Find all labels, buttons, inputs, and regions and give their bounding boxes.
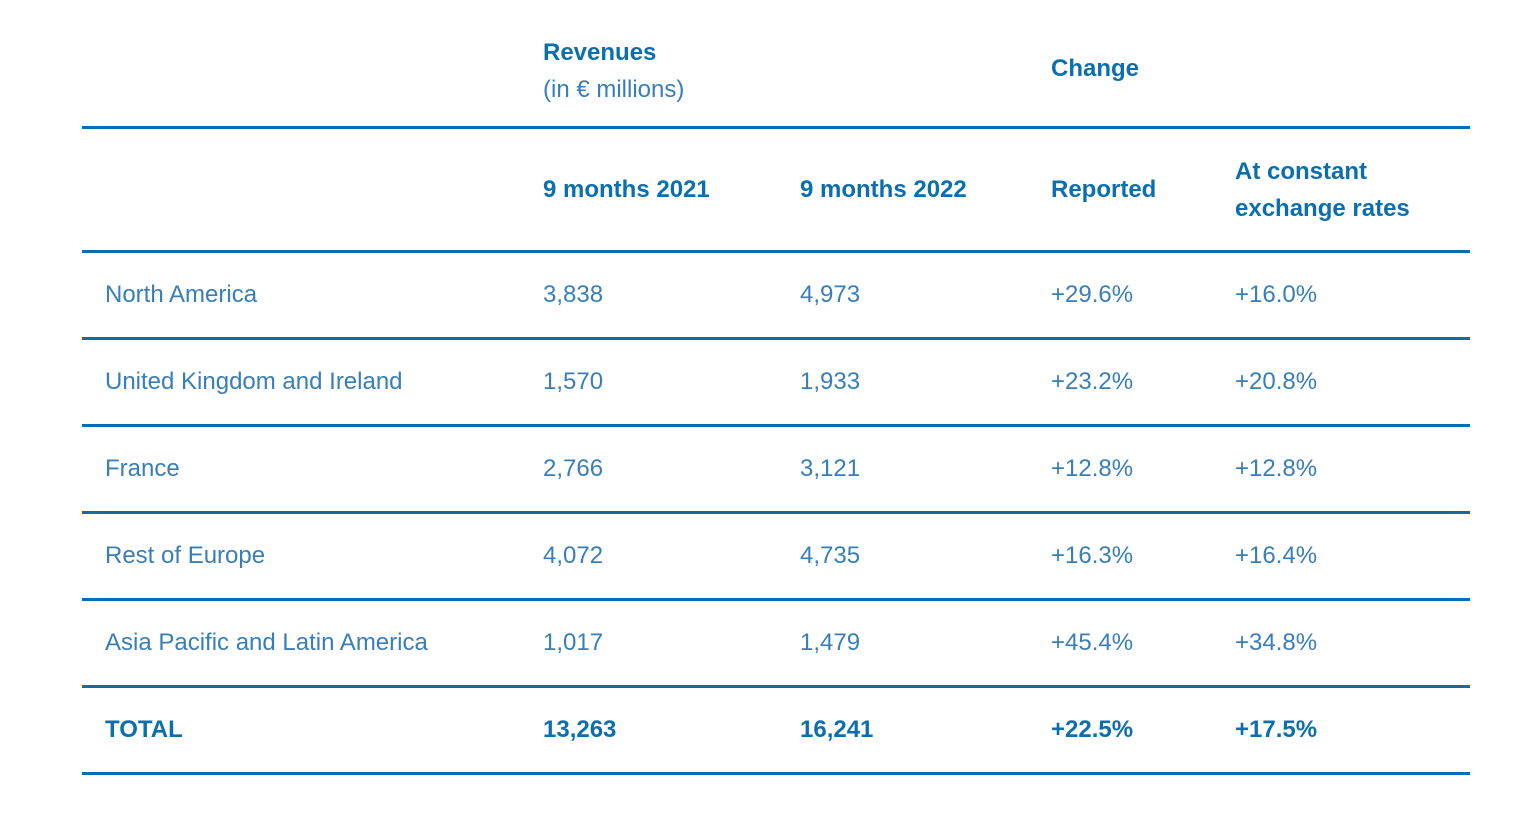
table-row: Rest of Europe 4,072 4,735 +16.3% +16.4%: [82, 514, 1470, 598]
value-constant: +16.4%: [1235, 542, 1318, 569]
column-header-region: [82, 129, 543, 250]
column-header-9m2022: 9 months 2022: [800, 175, 967, 203]
total-9m2022: 16,241: [800, 716, 874, 743]
column-header-row: 9 months 2021 9 months 2022 Reported At …: [82, 129, 1470, 250]
value-9m2022: 4,973: [800, 281, 861, 308]
region-label: Rest of Europe: [105, 542, 266, 569]
value-9m2022: 4,735: [800, 542, 861, 569]
change-title: Change: [1051, 55, 1140, 82]
region-label: North America: [105, 281, 258, 308]
revenues-title: Revenues: [543, 39, 657, 66]
table-row-total: TOTAL 13,263 16,241 +22.5% +17.5%: [82, 688, 1470, 772]
region-label: Asia Pacific and Latin America: [105, 629, 428, 656]
divider: [82, 337, 1470, 340]
table-row: United Kingdom and Ireland 1,570 1,933 +…: [82, 340, 1470, 424]
value-9m2021: 1,570: [543, 368, 604, 395]
total-label: TOTAL: [105, 716, 183, 743]
total-9m2021: 13,263: [543, 716, 617, 743]
revenue-table: Revenues (in € millions) Change 9 months…: [82, 0, 1470, 775]
value-reported: +12.8%: [1051, 455, 1134, 482]
change-group-header: Change: [1051, 0, 1235, 83]
column-header-constant-rates: At constant exchange rates: [1235, 157, 1410, 222]
value-9m2021: 1,017: [543, 629, 604, 656]
divider: [82, 598, 1470, 601]
value-reported: +45.4%: [1051, 629, 1134, 656]
divider: [82, 126, 1470, 129]
table-row: North America 3,838 4,973 +29.6% +16.0%: [82, 253, 1470, 337]
value-9m2021: 3,838: [543, 281, 604, 308]
value-constant: +12.8%: [1235, 455, 1318, 482]
table-row: Asia Pacific and Latin America 1,017 1,4…: [82, 601, 1470, 685]
divider: [82, 772, 1470, 775]
value-constant: +16.0%: [1235, 281, 1318, 308]
divider: [82, 685, 1470, 688]
column-header-9m2021: 9 months 2021: [543, 175, 710, 203]
divider: [82, 424, 1470, 427]
value-constant: +20.8%: [1235, 368, 1318, 395]
column-header-reported: Reported: [1051, 175, 1157, 203]
region-label: United Kingdom and Ireland: [105, 368, 403, 395]
value-constant: +34.8%: [1235, 629, 1318, 656]
divider: [82, 511, 1470, 514]
group-header-row: Revenues (in € millions) Change: [82, 0, 1470, 126]
value-9m2022: 1,479: [800, 629, 861, 656]
total-constant: +17.5%: [1235, 716, 1318, 743]
value-9m2022: 3,121: [800, 455, 861, 482]
value-9m2022: 1,933: [800, 368, 861, 395]
value-9m2021: 2,766: [543, 455, 604, 482]
value-9m2021: 4,072: [543, 542, 604, 569]
divider: [82, 250, 1470, 253]
table-row: France 2,766 3,121 +12.8% +12.8%: [82, 427, 1470, 511]
value-reported: +16.3%: [1051, 542, 1134, 569]
value-reported: +29.6%: [1051, 281, 1134, 308]
total-reported: +22.5%: [1051, 716, 1134, 743]
revenues-group-header: Revenues (in € millions): [543, 0, 800, 108]
value-reported: +23.2%: [1051, 368, 1134, 395]
revenues-unit: (in € millions): [543, 76, 685, 103]
region-label: France: [105, 455, 180, 482]
